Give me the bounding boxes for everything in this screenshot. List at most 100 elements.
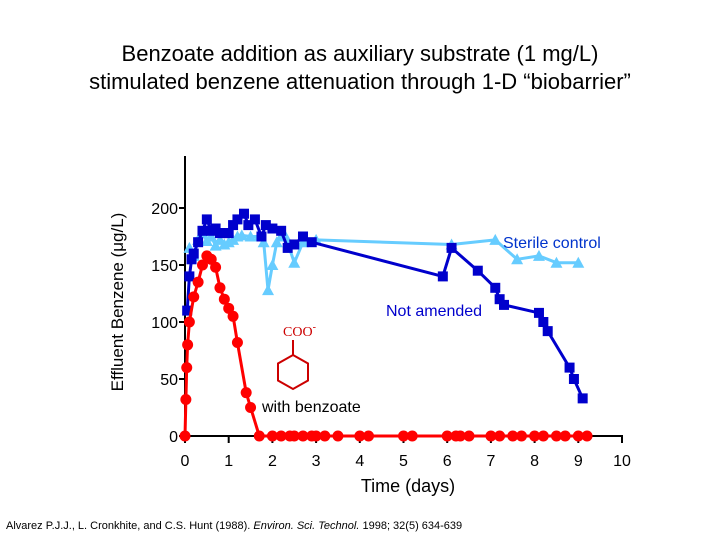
data-point-square (282, 242, 293, 253)
data-point-triangle (244, 230, 257, 242)
annotation-not-amended: Not amended (386, 303, 482, 320)
x-tick-label: 4 (355, 453, 364, 470)
data-point-square (201, 214, 212, 225)
data-point-circle (441, 430, 453, 442)
data-point-square (228, 220, 239, 231)
series-layer (179, 208, 593, 442)
data-point-triangle (288, 256, 301, 268)
data-point-triangle (257, 236, 270, 248)
data-point-circle (183, 316, 195, 328)
data-point-square (188, 248, 199, 259)
series-with-benzoate (179, 250, 593, 442)
citation-authors: Alvarez P.J.J., L. Cronkhite, and C.S. H… (6, 520, 251, 532)
data-point-triangle (270, 236, 283, 248)
data-point-circle (231, 337, 243, 349)
data-point-circle (266, 430, 278, 442)
data-point-square (182, 305, 193, 316)
data-point-square (238, 208, 249, 219)
x-tick-label: 6 (443, 453, 452, 470)
citation: Alvarez P.J.J., L. Cronkhite, and C.S. H… (6, 520, 462, 532)
data-point-square (533, 307, 544, 318)
data-point-circle (181, 362, 193, 374)
data-point-circle (454, 430, 466, 442)
data-point-circle (515, 430, 527, 442)
data-point-triangle (532, 249, 545, 261)
citation-details: 1998; 32(5) 634-639 (362, 520, 463, 532)
data-point-circle (288, 430, 300, 442)
citation-journal: Environ. Sci. Technol. (253, 520, 360, 532)
data-point-square (232, 214, 243, 225)
data-point-square (499, 299, 510, 310)
data-point-triangle (266, 259, 279, 270)
data-point-circle (310, 430, 322, 442)
data-point-circle (218, 293, 230, 305)
data-point-triangle (550, 256, 563, 268)
data-point-square (249, 214, 260, 225)
data-point-triangle (205, 230, 218, 242)
data-point-circle (210, 261, 222, 273)
data-point-circle (240, 387, 252, 399)
data-point-circle (245, 402, 257, 413)
data-point-triangle (235, 229, 248, 241)
data-point-circle (188, 291, 200, 303)
annotation-carboxylate-label: COO- (283, 322, 316, 340)
data-point-circle (319, 430, 331, 442)
data-point-triangle (296, 236, 309, 248)
data-point-circle (406, 430, 418, 442)
y-tick-label: 0 (169, 429, 178, 446)
data-point-square (472, 265, 483, 276)
data-point-circle (275, 430, 287, 442)
data-point-circle (196, 259, 208, 271)
data-point-square (256, 231, 267, 242)
data-point-square (564, 362, 575, 373)
y-tick-label: 200 (151, 201, 178, 218)
data-point-circle (297, 430, 309, 442)
data-point-square (490, 282, 501, 293)
x-axis-label: Time (days) (360, 476, 456, 496)
y-tick-label: 100 (151, 315, 178, 332)
data-point-triangle (279, 230, 292, 242)
chart-title-line-2: stimulated benzene attenuation through 1… (89, 69, 631, 94)
data-point-triangle (511, 253, 524, 265)
data-point-circle (180, 394, 192, 406)
data-point-triangle (489, 233, 502, 245)
x-tick-label: 9 (574, 453, 583, 470)
chart-title: Benzoate addition as auxiliary substrate… (0, 40, 720, 96)
data-point-circle (494, 430, 506, 442)
data-point-triangle (572, 256, 585, 268)
data-point-circle (363, 430, 375, 442)
data-point-square (260, 220, 271, 231)
data-point-circle (537, 430, 549, 442)
carboxylate-charge: - (313, 322, 316, 333)
data-point-circle (507, 430, 519, 442)
x-tick-label: 0 (181, 453, 190, 470)
data-point-circle (559, 430, 571, 442)
data-point-square (184, 271, 195, 282)
data-point-triangle (209, 239, 222, 251)
data-point-square (568, 374, 579, 384)
data-point-circle (253, 430, 265, 442)
data-point-square (538, 317, 549, 327)
data-point-circle (179, 430, 191, 442)
series-not-amended (182, 208, 588, 404)
data-point-square (186, 254, 197, 265)
x-tick-label: 5 (399, 453, 408, 470)
data-point-square (306, 237, 317, 248)
x-tick-label: 7 (486, 453, 495, 470)
x-tick-label: 1 (224, 453, 233, 470)
benzoate-structure-icon (277, 340, 309, 391)
y-tick-label: 150 (151, 258, 178, 275)
data-point-circle (332, 430, 344, 442)
data-point-circle (182, 339, 194, 351)
annotation-with-benzoate: with benzoate (261, 399, 361, 416)
data-point-square (577, 393, 588, 404)
data-point-circle (572, 430, 584, 442)
x-tick-label: 3 (312, 453, 321, 470)
data-point-square (193, 237, 204, 248)
y-tick-label: 50 (160, 372, 178, 389)
data-point-circle (192, 276, 204, 288)
data-point-circle (398, 430, 409, 442)
data-point-circle (529, 430, 541, 442)
data-point-square (289, 239, 300, 250)
